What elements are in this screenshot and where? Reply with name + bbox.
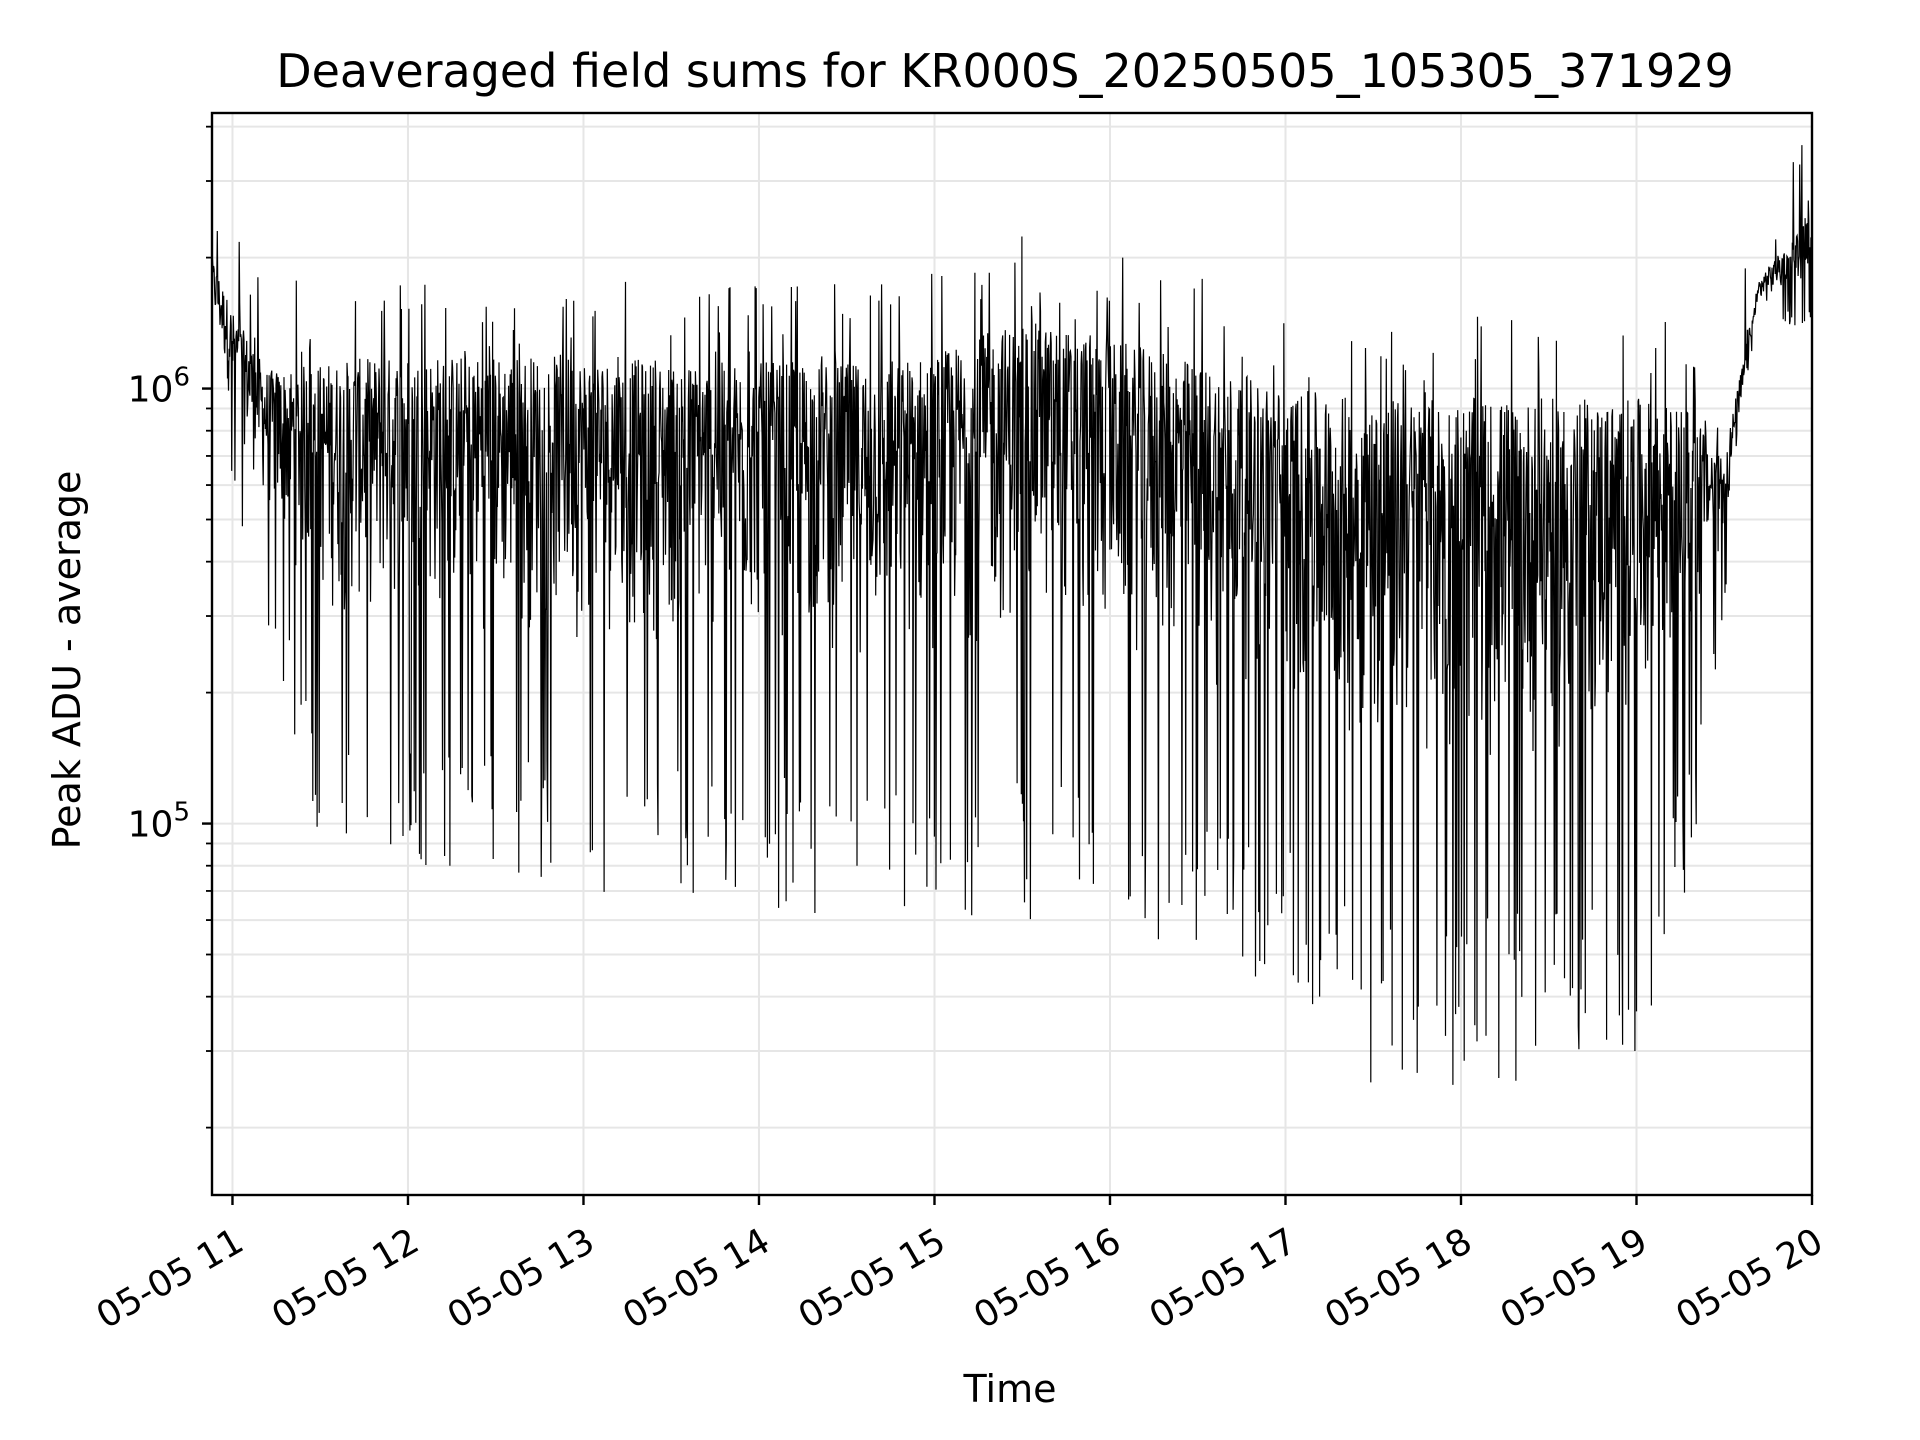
y-tick-label: 105: [128, 798, 190, 846]
y-tick-label: 106: [128, 363, 190, 411]
series-path: [211, 145, 1813, 1085]
x-tick-label: 05-05 17: [1143, 1221, 1304, 1337]
plot-frame: [210, 111, 1814, 1197]
x-tick-label: 05-05 16: [967, 1221, 1128, 1337]
chart-title: Deaveraged field sums for KR000S_2025050…: [276, 44, 1734, 98]
y-tick-exponent: 5: [173, 798, 190, 828]
x-axis-label: Time: [963, 1367, 1057, 1411]
y-axis-label: Peak ADU - average: [45, 471, 89, 850]
y-tick-exponent: 6: [173, 363, 190, 393]
x-tick-label: 05-05 12: [265, 1221, 426, 1337]
x-axis-ticks: 05-05 11 05-05 12 05-05 13 05-05 14 05-05 15…: [90, 1195, 1830, 1337]
y-tick-base: 10: [128, 805, 174, 846]
x-tick-label: 05-05 18: [1318, 1221, 1479, 1337]
y-tick-base: 10: [128, 370, 174, 411]
x-tick-label: 05-05 19: [1494, 1221, 1655, 1337]
x-tick-label: 05-05 11: [90, 1221, 251, 1337]
x-tick-label: 05-05 14: [616, 1221, 777, 1337]
series-line: [211, 145, 1813, 1085]
x-tick-label: 05-05 15: [792, 1221, 953, 1337]
x-tick-label: 05-05 20: [1669, 1221, 1830, 1337]
x-tick-label: 05-05 13: [441, 1221, 602, 1337]
